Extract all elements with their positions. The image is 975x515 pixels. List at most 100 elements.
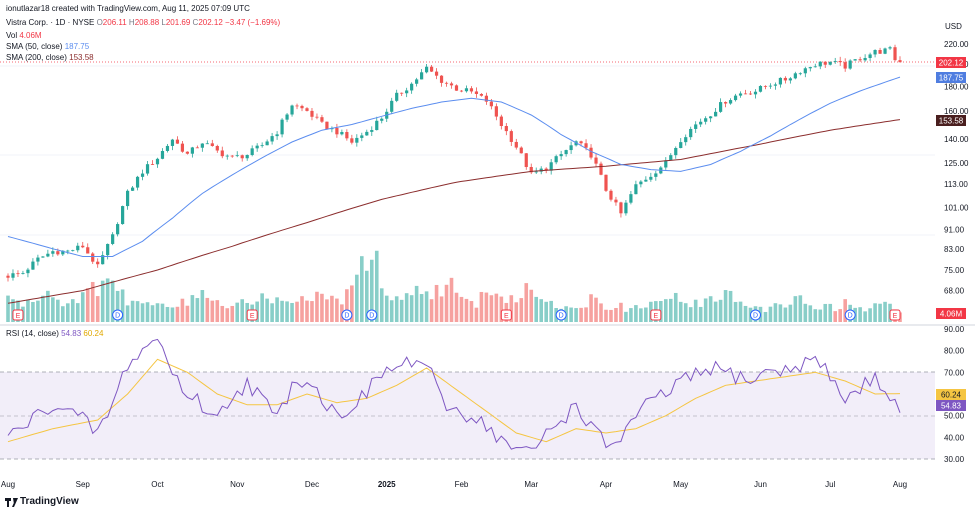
volume-bar	[569, 307, 573, 322]
candle-body	[723, 102, 728, 104]
candle-body	[370, 130, 374, 132]
volume-bar	[160, 303, 165, 322]
candle-body	[823, 61, 827, 65]
candle-body	[863, 57, 867, 61]
candle-body	[405, 90, 409, 94]
time-tick-label: Jun	[754, 480, 767, 489]
volume-bar	[818, 309, 823, 322]
volume-legend[interactable]: Vol 4.06M	[6, 31, 42, 41]
volume-bar	[409, 295, 414, 322]
candle-body	[36, 257, 40, 262]
price-tick-label: 91.00	[944, 225, 965, 234]
candle-body	[270, 136, 274, 142]
volume-bar	[793, 296, 798, 322]
time-axis[interactable]: Aug Sep Oct Nov Dec 2025 Feb Mar Apr May Jun Jul Aug	[1, 480, 907, 489]
volume-bar	[75, 303, 80, 322]
symbol-title[interactable]: Vistra Corp. · 1D · NYSE	[6, 18, 95, 27]
candle-body	[325, 121, 329, 130]
time-tick-label: Jul	[825, 480, 835, 489]
candle-body	[160, 150, 165, 159]
candle-body	[619, 202, 623, 214]
volume-bar	[295, 301, 299, 322]
rsi-axis[interactable]: 90.00 80.00 70.00 50.00 40.00 30.00	[944, 325, 965, 464]
candle-body	[878, 50, 882, 54]
price-tick-label: 113.00	[944, 180, 968, 189]
volume-bar	[509, 295, 514, 322]
volume-bar	[489, 295, 494, 322]
volume-bar	[270, 303, 274, 322]
volume-bar	[394, 296, 399, 322]
candle-body	[71, 250, 75, 252]
candle-body	[121, 206, 125, 225]
volume-bar	[180, 298, 185, 322]
volume-bar	[235, 302, 240, 322]
candle-body	[200, 143, 204, 148]
sma200-line	[7, 119, 901, 304]
sma50-line	[7, 76, 901, 257]
change-value: −3.47 (−1.69%)	[225, 18, 281, 27]
candle-body	[514, 141, 518, 148]
candle-body	[594, 157, 598, 164]
volume-bar	[325, 299, 329, 322]
volume-bar	[673, 292, 678, 322]
sma50-legend[interactable]: SMA (50, close) 187.75	[6, 42, 89, 52]
sma200-legend[interactable]: SMA (200, close) 153.58	[6, 53, 94, 63]
candle-body	[699, 121, 703, 125]
dividend-marker-icon: D	[749, 309, 761, 321]
candle-body	[66, 250, 70, 252]
sma50-value: 187.75	[64, 42, 90, 51]
volume-bar	[743, 305, 748, 322]
volume-bar	[95, 296, 100, 322]
volume-bar	[444, 284, 449, 322]
rsi-ma-value: 60.24	[83, 329, 104, 338]
candle-body	[420, 72, 424, 80]
volume-bar	[778, 304, 783, 322]
badge-volume: 4.06M	[936, 308, 966, 319]
volume-bar	[549, 300, 553, 322]
dividend-marker-frame	[844, 309, 856, 321]
candle-body	[763, 85, 768, 87]
volume-bar	[788, 304, 793, 322]
volume-bar	[733, 301, 738, 322]
candle-body	[709, 116, 713, 119]
candle-body	[439, 75, 444, 83]
candle-body	[340, 132, 344, 135]
candle-body	[873, 50, 877, 55]
volume-bar	[384, 295, 389, 322]
volume-bar	[210, 300, 215, 322]
svg-text:54.83: 54.83	[941, 402, 962, 411]
rsi-tick-label: 40.00	[944, 433, 965, 442]
volume-bar	[155, 303, 160, 322]
high-value: 208.88	[134, 18, 160, 27]
candle-body	[96, 261, 100, 265]
volume-bar	[90, 281, 95, 322]
candle-body	[494, 106, 498, 117]
candle-body	[584, 143, 588, 148]
volume-bar	[574, 308, 578, 322]
badge-sma50: 187.75	[936, 72, 966, 83]
candle-body	[539, 168, 543, 172]
footer-brand[interactable]: TradingView	[20, 496, 79, 507]
volume-bar	[843, 299, 847, 322]
rsi-tick-label: 80.00	[944, 347, 965, 356]
volume-bar	[360, 256, 364, 322]
candle-body	[474, 91, 479, 94]
candle-body	[395, 92, 399, 101]
volume-bar	[379, 288, 384, 322]
candle-body	[599, 163, 603, 175]
candle-body	[424, 66, 429, 73]
candle-body	[31, 261, 35, 270]
dividend-marker-letter: D	[369, 313, 374, 320]
volume-bar	[678, 301, 683, 322]
candle-body	[101, 255, 105, 265]
candle-body	[644, 179, 648, 182]
volume-label: Vol	[6, 31, 18, 40]
badge-close: 202.12	[936, 57, 966, 68]
volume-bar	[330, 295, 334, 322]
volume-bar	[350, 285, 354, 322]
candle-body	[145, 164, 150, 174]
volume-bar	[589, 294, 593, 322]
volume-bar	[524, 283, 529, 322]
rsi-legend[interactable]: RSI (14, close) 54.83 60.24	[6, 329, 103, 339]
